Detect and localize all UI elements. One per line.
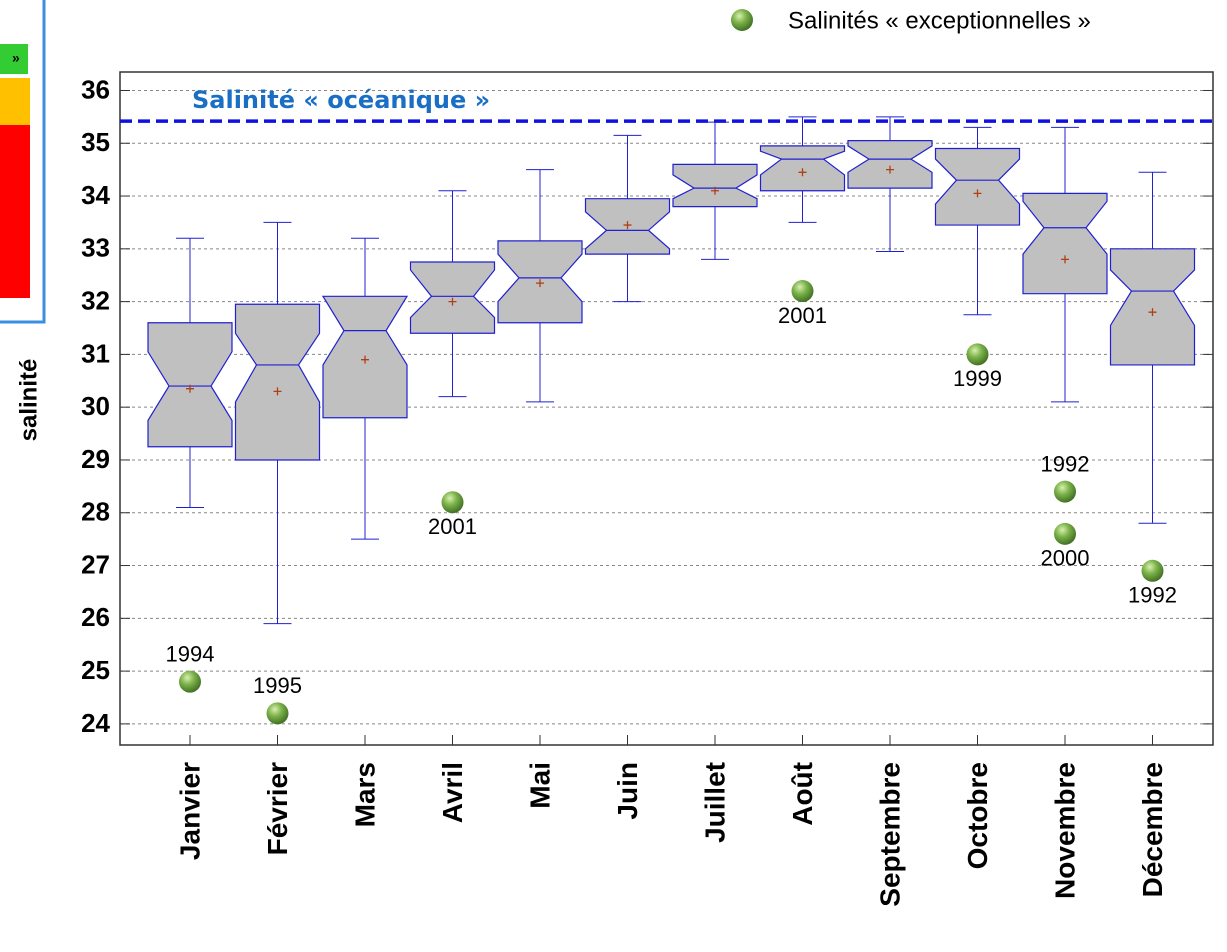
box xyxy=(234,303,321,461)
box xyxy=(1109,248,1196,366)
panel-text: » xyxy=(12,50,20,66)
panel-green xyxy=(0,44,28,74)
mean xyxy=(448,297,457,306)
side-panel: » xyxy=(0,0,46,324)
outlier xyxy=(441,491,464,514)
outlier-label: 1999 xyxy=(953,366,1002,391)
y-tick-label: 29 xyxy=(81,444,110,474)
mean xyxy=(1148,308,1157,317)
outlier xyxy=(791,280,814,303)
y-tick-label: 31 xyxy=(81,338,110,368)
x-tick-label: Juillet xyxy=(699,762,730,843)
box xyxy=(672,163,758,208)
mean xyxy=(711,186,719,195)
y-tick-label: 33 xyxy=(81,233,110,263)
y-tick-label: 36 xyxy=(81,74,110,104)
y-tick-label: 32 xyxy=(81,285,110,315)
outlier xyxy=(966,343,989,366)
y-tick-label: 26 xyxy=(81,602,110,632)
mean xyxy=(798,168,807,177)
outlier-label: 2001 xyxy=(428,514,477,539)
x-tick-label: Décembre xyxy=(1137,762,1168,897)
panel-red xyxy=(0,125,30,298)
x-tick-label: Février xyxy=(262,762,293,855)
x-tick-label: Septembre xyxy=(874,762,905,907)
box xyxy=(934,147,1021,226)
y-axis-label: salinité xyxy=(15,359,42,442)
y-tick-label: 34 xyxy=(81,180,110,210)
panel-orange xyxy=(0,78,30,125)
y-tick-label: 30 xyxy=(81,391,110,421)
outlier-label: 2000 xyxy=(1041,546,1090,571)
mean xyxy=(536,279,544,288)
x-tick-label: Août xyxy=(787,762,818,826)
y-tick-label: 24 xyxy=(81,708,110,738)
legend-label: Salinités « exceptionnelles » xyxy=(788,7,1091,34)
legend-marker xyxy=(731,9,753,31)
plot-frame xyxy=(119,71,1214,746)
y-tick-label: 35 xyxy=(81,127,110,157)
y-tick-label: 27 xyxy=(81,549,110,579)
x-tick-label: Janvier xyxy=(174,762,205,860)
panel-border xyxy=(0,0,46,324)
x-tick-label: Juin xyxy=(612,762,643,820)
x-tick-label: Octobre xyxy=(962,762,993,869)
outlier-label: 1994 xyxy=(166,641,215,666)
mean xyxy=(273,387,282,396)
outlier-label: 1992 xyxy=(1128,583,1177,608)
outlier-label: 1995 xyxy=(253,673,302,698)
outlier-label: 2001 xyxy=(778,303,827,328)
outlier xyxy=(1054,480,1076,503)
box xyxy=(1022,192,1108,295)
x-tick-label: Mars xyxy=(349,762,380,827)
x-tick-label: Mai xyxy=(524,762,555,809)
mean xyxy=(886,165,894,174)
y-tick-label: 25 xyxy=(81,655,110,685)
outlier xyxy=(179,670,201,693)
x-tick-label: Novembre xyxy=(1049,762,1080,899)
x-tick-label: Avril xyxy=(437,762,468,823)
y-tick-label: 28 xyxy=(81,497,110,527)
outlier-label: 1992 xyxy=(1041,451,1090,476)
outlier xyxy=(1054,522,1076,545)
reference-label: Salinité « océanique » xyxy=(192,86,490,114)
mean xyxy=(973,189,982,198)
box xyxy=(847,140,933,189)
mean xyxy=(1061,255,1069,264)
mean xyxy=(623,221,632,230)
outlier xyxy=(1141,559,1164,582)
mean xyxy=(361,355,369,364)
mean xyxy=(186,384,194,393)
outlier xyxy=(266,702,289,725)
